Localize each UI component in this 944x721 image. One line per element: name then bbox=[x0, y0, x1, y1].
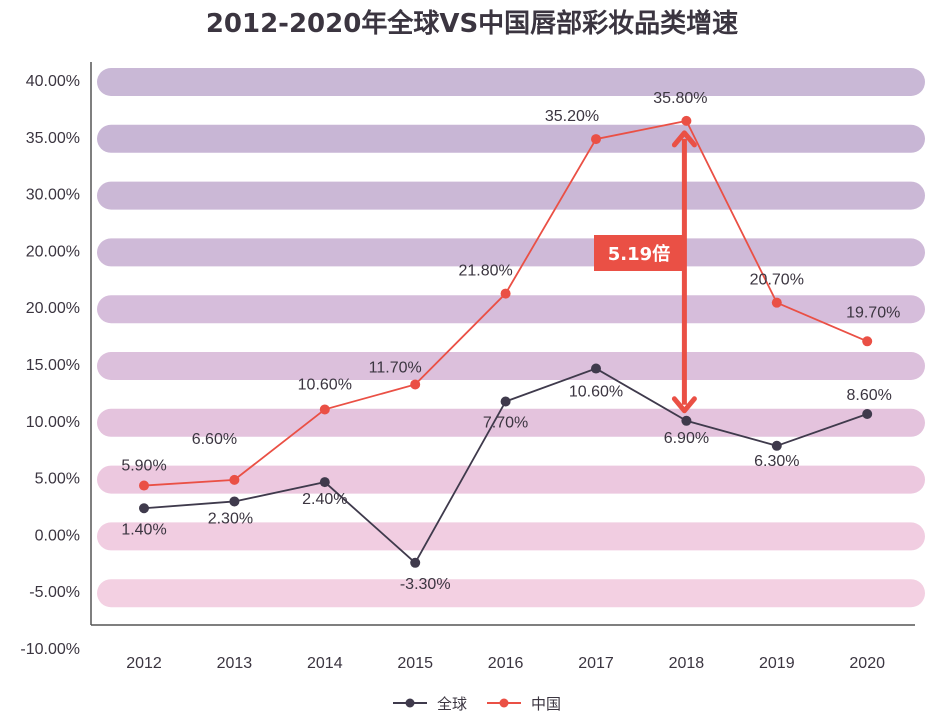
y-tick-label: 10.00% bbox=[26, 414, 80, 431]
grid-band bbox=[97, 295, 925, 324]
y-tick-label: 40.00% bbox=[26, 73, 80, 90]
x-tick-label: 2016 bbox=[488, 655, 524, 672]
grid-band bbox=[97, 522, 925, 551]
data-label: 21.80% bbox=[458, 263, 512, 280]
data-label: 10.60% bbox=[298, 376, 352, 393]
y-tick-label: 35.00% bbox=[26, 130, 80, 147]
annotation-badge bbox=[594, 235, 684, 271]
data-point bbox=[229, 474, 240, 485]
data-point bbox=[771, 440, 782, 451]
data-point bbox=[319, 477, 330, 488]
data-label: 11.70% bbox=[369, 359, 422, 376]
legend-label: 中国 bbox=[531, 695, 561, 713]
series-中国: 5.90% 6.60% 10.60% 11.70% 21.80% 35.20% 35.80%… bbox=[121, 90, 900, 491]
chart-title: 2012-2020年全球VS中国唇部彩妆品类增速 bbox=[206, 8, 738, 39]
data-label: 5.90% bbox=[121, 458, 166, 475]
legend-item: 中国 bbox=[487, 695, 561, 713]
series-group: 1.40% 2.30% 2.40% -3.30% 7.70% 10.60% 6.90% 6.3… bbox=[121, 90, 900, 593]
y-tick-label: 0.00% bbox=[35, 527, 80, 544]
data-label: 1.40% bbox=[121, 521, 166, 538]
data-point bbox=[410, 557, 421, 568]
data-point bbox=[500, 396, 511, 407]
x-tick-label: 2015 bbox=[397, 655, 433, 672]
data-label: 35.20% bbox=[545, 108, 599, 125]
axes bbox=[90, 62, 915, 626]
data-label: 2.30% bbox=[208, 510, 253, 527]
data-label: 20.70% bbox=[750, 272, 804, 289]
annotation-arrow-head-top bbox=[671, 130, 697, 148]
grid-band bbox=[97, 124, 925, 153]
x-tick-label: 2013 bbox=[217, 655, 253, 672]
grid-band bbox=[97, 181, 925, 210]
data-label: 6.30% bbox=[754, 453, 799, 470]
data-point bbox=[139, 503, 149, 514]
grid-band bbox=[97, 68, 925, 96]
data-point bbox=[771, 297, 782, 308]
data-label: 10.60% bbox=[569, 384, 623, 401]
data-label: 35.80% bbox=[653, 90, 707, 107]
data-point bbox=[681, 115, 692, 126]
y-tick-label: 15.00% bbox=[26, 357, 80, 374]
x-tick-labels: 2012 2013 2014 2015 2016 2017 2018 2019 2020 bbox=[126, 655, 885, 672]
legend-swatch-dot bbox=[499, 698, 509, 708]
data-point bbox=[229, 496, 240, 507]
y-tick-label: 30.00% bbox=[26, 187, 80, 204]
grid-band bbox=[97, 579, 925, 608]
data-label: 6.60% bbox=[192, 431, 237, 448]
grid-band bbox=[97, 352, 925, 380]
data-label: 8.60% bbox=[847, 387, 892, 404]
x-tick-label: 2017 bbox=[578, 655, 614, 672]
y-tick-labels: 40.00% 35.00% 30.00% 20.00% 20.00% 15.00% 10.0… bbox=[20, 73, 80, 658]
legend-item: 全球 bbox=[393, 695, 467, 713]
data-point bbox=[862, 408, 873, 419]
data-point bbox=[139, 480, 149, 491]
y-tick-label: 20.00% bbox=[26, 243, 80, 260]
x-tick-label: 2019 bbox=[759, 655, 795, 672]
legend: 全球 中国 bbox=[393, 695, 561, 713]
x-tick-label: 2012 bbox=[126, 655, 162, 672]
data-point bbox=[410, 379, 421, 390]
x-tick-label: 2014 bbox=[307, 655, 343, 672]
data-point bbox=[591, 363, 601, 374]
data-label: 19.70% bbox=[846, 304, 900, 321]
y-tick-label: 20.00% bbox=[26, 300, 80, 317]
data-label: -3.30% bbox=[400, 576, 451, 593]
legend-swatch-dot bbox=[405, 698, 415, 708]
data-label: 6.90% bbox=[664, 430, 709, 447]
x-tick-label: 2020 bbox=[849, 655, 885, 672]
data-point bbox=[591, 134, 601, 145]
series-全球: 1.40% 2.30% 2.40% -3.30% 7.70% 10.60% 6.90% 6.3… bbox=[121, 363, 892, 593]
grid-band bbox=[97, 465, 925, 494]
grid-band bbox=[97, 238, 925, 267]
x-tick-label: 2018 bbox=[669, 655, 705, 672]
ratio-annotation: 5.19倍 bbox=[594, 130, 697, 414]
data-point bbox=[319, 404, 330, 415]
y-tick-label: -5.00% bbox=[29, 584, 80, 601]
y-tick-label: 5.00% bbox=[35, 471, 80, 488]
annotation-text: 5.19倍 bbox=[608, 243, 670, 265]
data-point bbox=[862, 336, 873, 347]
data-point bbox=[681, 415, 692, 426]
legend-label: 全球 bbox=[437, 695, 467, 713]
y-tick-label: -10.00% bbox=[20, 641, 80, 658]
data-label: 7.70% bbox=[483, 414, 528, 431]
data-point bbox=[500, 288, 511, 299]
annotation-arrow-head-bottom bbox=[671, 396, 697, 414]
data-label: 2.40% bbox=[302, 491, 347, 508]
